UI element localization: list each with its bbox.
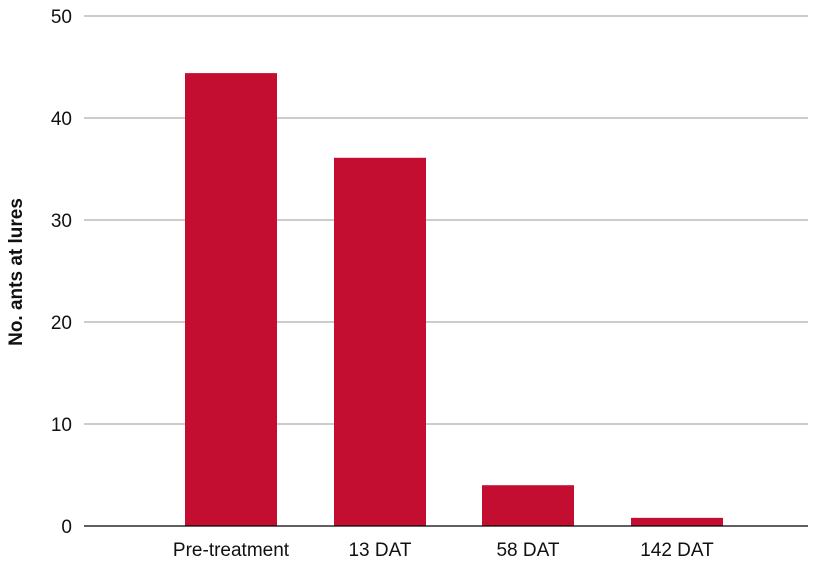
bar-58-dat (482, 485, 574, 526)
y-axis-label: No. ants at lures (6, 198, 27, 346)
y-tick-label: 0 (61, 517, 72, 538)
y-tick-label: 50 (51, 7, 72, 28)
x-tick-label: Pre-treatment (173, 540, 290, 561)
bar-13-dat (334, 157, 426, 526)
y-tick-label: 20 (51, 313, 72, 334)
x-tick-label: 142 DAT (640, 540, 714, 561)
y-tick-label: 10 (51, 415, 72, 436)
labels: No. ants at lures 0 10 20 30 40 50 Pre-treatme… (6, 7, 714, 561)
x-tick-label: 13 DAT (348, 540, 411, 561)
bar-pre-treatment (185, 73, 277, 527)
bar-142-dat (631, 517, 723, 526)
y-tick-label: 30 (51, 211, 72, 232)
x-tick-label: 58 DAT (496, 540, 559, 561)
y-tick-label: 40 (51, 109, 72, 130)
bars (185, 73, 723, 527)
